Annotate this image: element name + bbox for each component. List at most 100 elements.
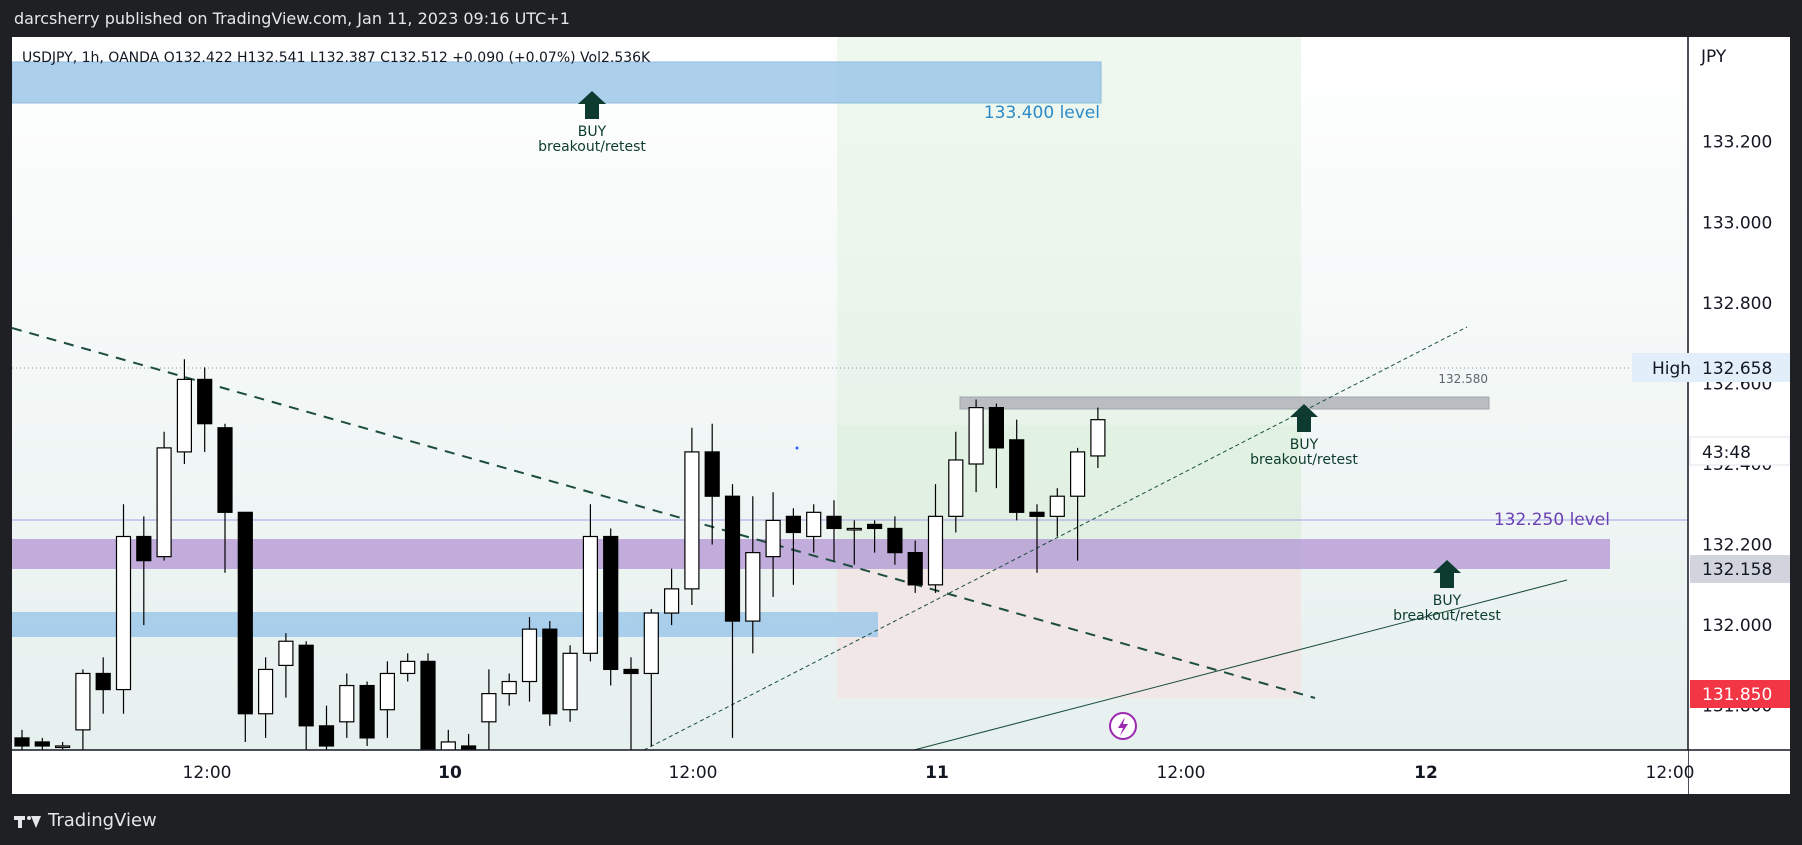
candle-body [1049, 495, 1065, 517]
candle [765, 492, 781, 597]
candle [1049, 488, 1065, 537]
candle [988, 403, 1005, 489]
current-price-tag-bg [1690, 555, 1790, 583]
candle-body [866, 523, 883, 530]
candle [806, 504, 822, 553]
candle [339, 673, 355, 738]
candle-body [75, 672, 91, 731]
candle [887, 516, 903, 565]
candle [1090, 407, 1106, 469]
buy-signal-2[interactable]: BUY breakout/retest [1250, 404, 1358, 468]
candle-body [176, 378, 192, 453]
candle [95, 657, 111, 714]
candle [197, 367, 213, 452]
candle-body [34, 741, 50, 747]
price-chart[interactable]: 133.400 level 132.250 level 132.580 BUY … [11, 37, 1791, 794]
x-tick-label: 11 [925, 763, 949, 783]
x-tick-label: 10 [438, 763, 462, 783]
price-axis[interactable] [1688, 37, 1790, 750]
event-icon[interactable] [1109, 712, 1137, 740]
candle [14, 729, 30, 750]
candle-body [704, 451, 720, 497]
currency-label: JPY [1700, 47, 1727, 67]
candle [927, 484, 944, 593]
candle-body [562, 652, 578, 711]
candle [866, 520, 883, 553]
candle-body [988, 406, 1005, 449]
candle [237, 511, 253, 742]
zone-label-132580: 132.580 [1438, 372, 1488, 386]
x-tick-label: 12:00 [183, 763, 232, 783]
candle [54, 741, 71, 750]
candle-body [582, 535, 599, 654]
up-arrow-icon [578, 91, 606, 119]
candle [521, 617, 538, 702]
candle [724, 484, 741, 738]
candle [785, 508, 802, 585]
buy-signal-3[interactable]: BUY breakout/retest [1393, 560, 1501, 624]
y-tick-label: 132.200 [1702, 536, 1772, 556]
candle-body [136, 535, 152, 562]
y-tick-label: 132.000 [1702, 616, 1772, 636]
candle [745, 496, 761, 654]
candle-body [95, 672, 111, 691]
candle [400, 653, 416, 682]
x-tick-label: 12:00 [669, 763, 718, 783]
buy-signal-2-line1: BUY [1290, 437, 1319, 453]
candle [603, 528, 619, 686]
zone-label-133400: 133.400 level [984, 103, 1100, 123]
candle-body [826, 515, 842, 530]
candle [542, 621, 558, 726]
marker-dot [795, 446, 799, 450]
candle-body [14, 737, 30, 747]
candle [643, 609, 659, 746]
time-axis[interactable] [12, 750, 1688, 794]
candle-body [115, 535, 132, 691]
candle-body [1009, 439, 1025, 513]
candle [278, 633, 294, 698]
loss-zone [837, 569, 1301, 698]
candle-body [765, 519, 781, 558]
candle [704, 423, 720, 545]
candle [34, 737, 50, 750]
tradingview-logo-icon [14, 813, 42, 829]
candle [1009, 419, 1025, 521]
candle [115, 504, 132, 714]
buy-signal-3-line2: breakout/retest [1393, 608, 1501, 624]
candle-body [663, 588, 680, 614]
candle [582, 504, 599, 662]
candles [14, 359, 1106, 787]
candle [623, 657, 639, 755]
candle-body [481, 693, 497, 723]
current-price-tag: 132.158 [1702, 560, 1772, 580]
zone-132580 [959, 396, 1490, 410]
candle-body [318, 725, 335, 747]
candle-body [623, 668, 639, 675]
x-tick-label: 12:00 [1157, 763, 1206, 783]
up-arrow-icon [1433, 560, 1461, 588]
y-tick-label: 132.800 [1702, 294, 1772, 314]
buy-signal-1[interactable]: BUY breakout/retest [538, 91, 646, 155]
candle-body [420, 660, 436, 755]
candle-body [846, 527, 862, 531]
buy-signal-1-line2: breakout/retest [538, 139, 646, 155]
candle [948, 431, 964, 533]
candle-body [400, 660, 416, 675]
candle-body [379, 672, 395, 711]
candle-body [258, 668, 274, 715]
candle-body [359, 684, 375, 739]
candle-body [1069, 451, 1086, 497]
x-tick-label: 12 [1414, 763, 1438, 783]
high-tag-value: 132.658 [1702, 359, 1772, 379]
candle-body [968, 406, 984, 465]
candle-body [907, 552, 923, 586]
candle-body [724, 495, 741, 622]
candle-body [501, 680, 517, 695]
y-tick-label: 133.000 [1702, 213, 1772, 233]
candle [75, 669, 91, 750]
candle [968, 399, 984, 493]
candle [258, 657, 274, 738]
x-tick-label: 12:00 [1646, 763, 1695, 783]
candle-body [237, 511, 253, 715]
candle-body [278, 640, 294, 667]
